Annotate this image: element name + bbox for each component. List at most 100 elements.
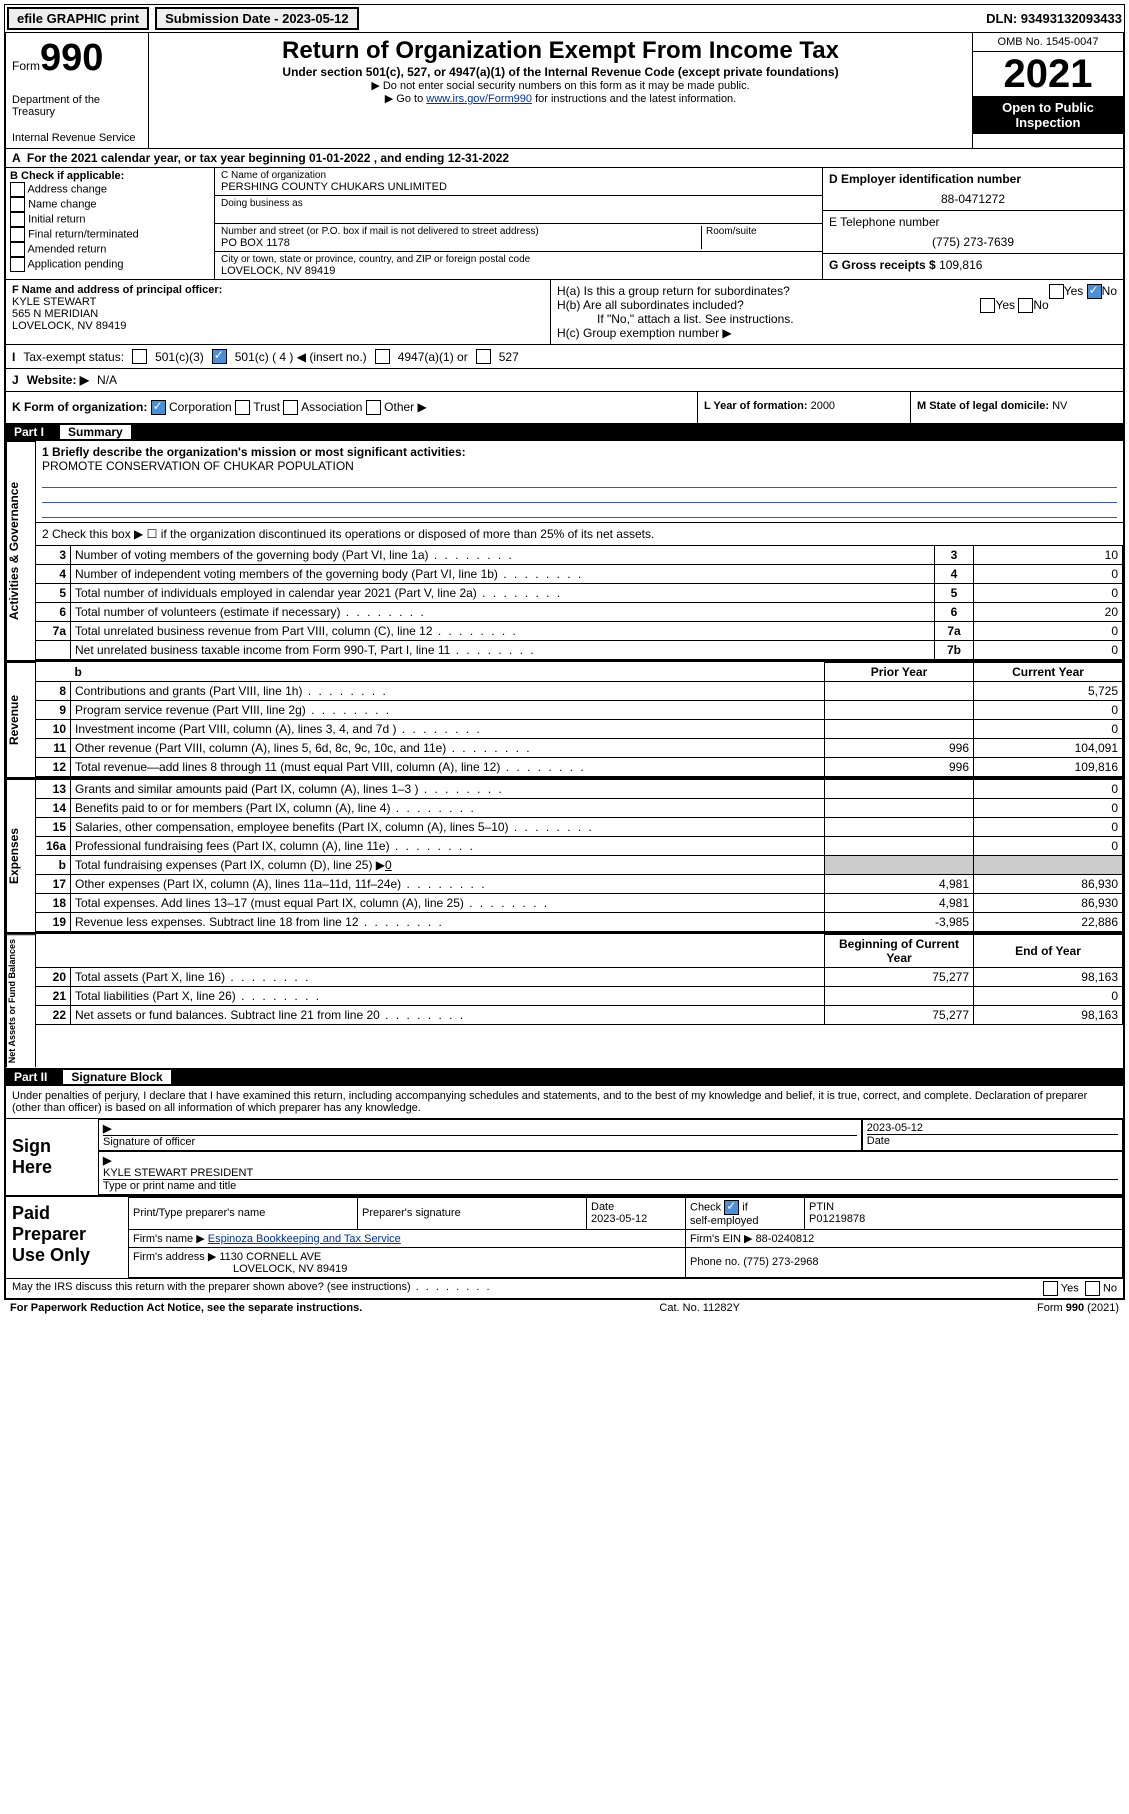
ha-yes-check[interactable] <box>1049 284 1064 299</box>
table-row: Net unrelated business taxable income fr… <box>36 641 1123 660</box>
table-row: 14Benefits paid to or for members (Part … <box>36 799 1123 818</box>
firm-addr-cell: Firm's address ▶ 1130 CORNELL AVE LOVELO… <box>129 1247 686 1277</box>
room-label: Room/suite <box>706 226 816 237</box>
department-label: Department of the Treasury <box>12 94 142 118</box>
check-name-change[interactable]: Name change <box>10 197 210 212</box>
governance-section: Activities & Governance 1 Briefly descri… <box>6 441 1123 660</box>
phone-label: E Telephone number <box>829 215 940 229</box>
box-j: J Website: ▶ N/A <box>6 368 1123 391</box>
irs-label: Internal Revenue Service <box>12 132 142 144</box>
tax-period-row: A For the 2021 calendar year, or tax yea… <box>6 149 1123 168</box>
part2-header: Part II Signature Block <box>6 1068 1123 1086</box>
table-row: 12Total revenue—add lines 8 through 11 (… <box>36 758 1123 777</box>
check-final-return[interactable]: Final return/terminated <box>10 227 210 242</box>
table-row: 11Other revenue (Part VIII, column (A), … <box>36 739 1123 758</box>
table-row: 8Contributions and grants (Part VIII, li… <box>36 682 1123 701</box>
instructions-link[interactable]: www.irs.gov/Form990 <box>426 93 532 105</box>
firm-phone-cell: Phone no. (775) 273-2968 <box>686 1247 1123 1277</box>
k-corp-check[interactable] <box>151 400 166 415</box>
part1-header: Part I Summary <box>6 423 1123 441</box>
boxes-bcdeg: B Check if applicable: Address change Na… <box>6 168 1123 279</box>
i-501c3-check[interactable] <box>132 349 147 364</box>
catalog-number: Cat. No. 11282Y <box>659 1302 740 1314</box>
box-h: H(a) Is this a group return for subordin… <box>550 280 1123 344</box>
paid-preparer-table: Print/Type preparer's name Preparer's si… <box>128 1197 1123 1278</box>
city-value: LOVELOCK, NV 89419 <box>221 265 816 277</box>
discuss-no-check[interactable] <box>1085 1281 1100 1296</box>
efile-button[interactable]: efile GRAPHIC print <box>7 7 149 30</box>
box-i: I Tax-exempt status: 501(c)(3) 501(c) ( … <box>6 344 1123 368</box>
table-row: 3Number of voting members of the governi… <box>36 546 1123 565</box>
form-header: Form990 Department of the Treasury Inter… <box>6 33 1123 149</box>
omb-label: OMB No. 1545-0047 <box>973 33 1123 52</box>
vlabel-revenue: Revenue <box>6 662 36 777</box>
open-inspection-label: Open to Public Inspection <box>973 96 1123 134</box>
i-4947-check[interactable] <box>375 349 390 364</box>
k-trust-check[interactable] <box>235 400 250 415</box>
check-amended-return[interactable]: Amended return <box>10 242 210 257</box>
org-name: PERSHING COUNTY CHUKARS UNLIMITED <box>221 181 816 193</box>
preparer-date-cell: Date2023-05-12 <box>587 1197 686 1229</box>
vlabel-expenses: Expenses <box>6 779 36 932</box>
phone-value: (775) 273-7639 <box>829 229 1117 249</box>
netassets-section: Net Assets or Fund Balances Beginning of… <box>6 932 1123 1067</box>
mission-text: PROMOTE CONSERVATION OF CHUKAR POPULATIO… <box>42 459 354 473</box>
preparer-sig-header: Preparer's signature <box>358 1197 587 1229</box>
revenue-table: b Prior Year Current Year 8Contributions… <box>36 662 1123 777</box>
org-name-label: C Name of organization <box>221 170 816 181</box>
table-row: 22Net assets or fund balances. Subtract … <box>36 1006 1123 1025</box>
submission-date-button[interactable]: Submission Date - 2023-05-12 <box>155 7 359 30</box>
boxes-fh: F Name and address of principal officer:… <box>6 279 1123 344</box>
table-row: 13Grants and similar amounts paid (Part … <box>36 780 1123 799</box>
preparer-name-header: Print/Type preparer's name <box>129 1197 358 1229</box>
addr-label: Number and street (or P.O. box if mail i… <box>221 226 701 237</box>
website-value: N/A <box>97 373 117 387</box>
paid-preparer-label: Paid Preparer Use Only <box>6 1197 128 1278</box>
check-address-change[interactable]: Address change <box>10 182 210 197</box>
begin-year-header: Beginning of Current Year <box>825 935 974 968</box>
hb-note: If "No," attach a list. See instructions… <box>557 312 1117 326</box>
box-f: F Name and address of principal officer:… <box>6 280 550 344</box>
check-initial-return[interactable]: Initial return <box>10 212 210 227</box>
discuss-yes-check[interactable] <box>1043 1281 1058 1296</box>
signature-of-officer-cell: ▶ Signature of officer <box>98 1119 862 1151</box>
hb-no-check[interactable] <box>1018 298 1033 313</box>
firm-name-link[interactable]: Espinoza Bookkeeping and Tax Service <box>208 1233 401 1245</box>
self-employed-check[interactable] <box>724 1200 739 1215</box>
check-application-pending[interactable]: Application pending <box>10 257 210 272</box>
signature-intro: Under penalties of perjury, I declare th… <box>6 1086 1123 1118</box>
table-row: 15Salaries, other compensation, employee… <box>36 818 1123 837</box>
table-row: 6Total number of volunteers (estimate if… <box>36 603 1123 622</box>
vlabel-governance: Activities & Governance <box>6 441 36 660</box>
current-year-header: Current Year <box>974 663 1123 682</box>
box-k: K Form of organization: Corporation Trus… <box>6 392 697 423</box>
prior-year-header: Prior Year <box>825 663 974 682</box>
year-cell: OMB No. 1545-0047 2021 Open to Public In… <box>972 33 1123 149</box>
ha-no-check[interactable] <box>1087 284 1102 299</box>
box-b: B Check if applicable: Address change Na… <box>6 168 215 279</box>
k-other-check[interactable] <box>366 400 381 415</box>
hb-yes-check[interactable] <box>980 298 995 313</box>
city-label: City or town, state or province, country… <box>221 254 816 265</box>
box-l: L Year of formation: 2000 <box>697 392 910 423</box>
table-row: 20Total assets (Part X, line 16)75,27798… <box>36 968 1123 987</box>
officer-name: KYLE STEWART <box>12 296 96 308</box>
form-note-ssn: ▶ Do not enter social security numbers o… <box>153 79 968 92</box>
firm-ein-cell: Firm's EIN ▶ 88-0240812 <box>686 1229 1123 1247</box>
form-subtitle: Under section 501(c), 527, or 4947(a)(1)… <box>153 65 968 79</box>
i-527-check[interactable] <box>476 349 491 364</box>
i-501c-check[interactable] <box>212 349 227 364</box>
table-row: 18Total expenses. Add lines 13–17 (must … <box>36 894 1123 913</box>
page-footer: For Paperwork Reduction Act Notice, see … <box>4 1300 1125 1316</box>
officer-addr2: LOVELOCK, NV 89419 <box>12 320 126 332</box>
form-title: Return of Organization Exempt From Incom… <box>153 37 968 65</box>
netassets-table: Beginning of Current Year End of Year 20… <box>36 934 1123 1025</box>
form-note-link: ▶ Go to www.irs.gov/Form990 for instruct… <box>153 92 968 105</box>
ptin-cell: PTINP01219878 <box>805 1197 1123 1229</box>
k-assoc-check[interactable] <box>283 400 298 415</box>
table-row: 9Program service revenue (Part VIII, lin… <box>36 701 1123 720</box>
mission-block: 1 Briefly describe the organization's mi… <box>36 441 1123 523</box>
boxes-deg: D Employer identification number 88-0471… <box>822 168 1123 279</box>
box-c: C Name of organization PERSHING COUNTY C… <box>215 168 822 279</box>
governance-table: 3Number of voting members of the governi… <box>36 545 1123 660</box>
